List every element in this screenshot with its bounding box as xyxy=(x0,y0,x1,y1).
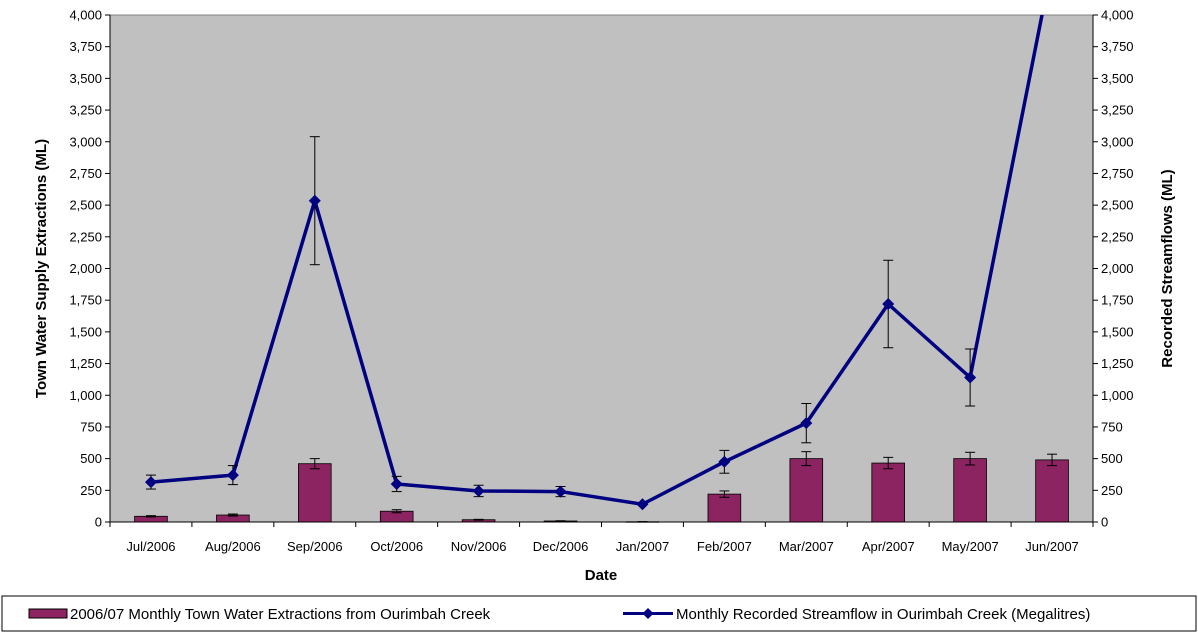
right-tick-label-10: 2,500 xyxy=(1101,198,1134,213)
left-tick-label-15: 3,750 xyxy=(69,39,102,54)
left-tick-label-2: 500 xyxy=(80,451,102,466)
left-tick-label-14: 3,500 xyxy=(69,71,102,86)
left-tick-label-6: 1,500 xyxy=(69,324,102,339)
bar-2 xyxy=(298,464,331,522)
bar-7 xyxy=(708,494,741,522)
x-tick-label-7: Feb/2007 xyxy=(697,539,752,554)
left-tick-label-1: 250 xyxy=(80,483,102,498)
right-tick-label-13: 3,250 xyxy=(1101,103,1134,118)
left-tick-label-16: 4,000 xyxy=(69,8,102,23)
legend-line-label: Monthly Recorded Streamflow in Ourimbah … xyxy=(676,606,1090,623)
legend-bar-swatch xyxy=(29,609,67,618)
right-tick-label-1: 250 xyxy=(1101,483,1123,498)
right-tick-label-5: 1,250 xyxy=(1101,356,1134,371)
x-tick-label-0: Jul/2006 xyxy=(126,539,175,554)
x-axis-title: Date xyxy=(585,567,618,584)
bar-8 xyxy=(790,459,823,522)
bar-11 xyxy=(1036,460,1069,522)
left-tick-label-3: 750 xyxy=(80,419,102,434)
bar-9 xyxy=(872,463,905,522)
right-tick-label-9: 2,250 xyxy=(1101,229,1134,244)
right-tick-label-15: 3,750 xyxy=(1101,39,1134,54)
x-tick-label-3: Oct/2006 xyxy=(370,539,423,554)
legend: 2006/07 Monthly Town Water Extractions f… xyxy=(2,596,1196,631)
x-tick-label-2: Sep/2006 xyxy=(287,539,343,554)
right-tick-label-16: 4,000 xyxy=(1101,8,1134,23)
left-tick-label-11: 2,750 xyxy=(69,166,102,181)
legend-bar-label: 2006/07 Monthly Town Water Extractions f… xyxy=(70,606,491,623)
right-tick-label-12: 3,000 xyxy=(1101,134,1134,149)
right-tick-label-4: 1,000 xyxy=(1101,388,1134,403)
right-axis-title: Recorded Streamflows (ML) xyxy=(1159,169,1176,367)
left-tick-label-13: 3,250 xyxy=(69,103,102,118)
x-tick-label-8: Mar/2007 xyxy=(779,539,834,554)
left-tick-label-10: 2,500 xyxy=(69,198,102,213)
x-tick-label-9: Apr/2007 xyxy=(862,539,915,554)
right-tick-label-14: 3,500 xyxy=(1101,71,1134,86)
right-tick-label-8: 2,000 xyxy=(1101,261,1134,276)
left-tick-label-8: 2,000 xyxy=(69,261,102,276)
x-tick-label-6: Jan/2007 xyxy=(616,539,670,554)
right-tick-label-11: 2,750 xyxy=(1101,166,1134,181)
left-tick-label-5: 1,250 xyxy=(69,356,102,371)
bar-error-5 xyxy=(556,521,566,522)
x-tick-label-1: Aug/2006 xyxy=(205,539,261,554)
left-axis-title: Town Water Supply Extractions (ML) xyxy=(33,139,50,398)
x-tick-label-4: Nov/2006 xyxy=(451,539,507,554)
right-tick-label-7: 1,750 xyxy=(1101,293,1134,308)
bar-error-4 xyxy=(474,519,484,520)
left-tick-label-12: 3,000 xyxy=(69,134,102,149)
right-tick-label-3: 750 xyxy=(1101,419,1123,434)
right-tick-label-6: 1,500 xyxy=(1101,324,1134,339)
x-tick-label-10: May/2007 xyxy=(942,539,999,554)
right-tick-label-2: 500 xyxy=(1101,451,1123,466)
left-tick-label-4: 1,000 xyxy=(69,388,102,403)
left-tick-label-9: 2,250 xyxy=(69,229,102,244)
left-tick-label-0: 0 xyxy=(95,515,102,530)
bar-10 xyxy=(954,459,987,522)
left-tick-label-7: 1,750 xyxy=(69,293,102,308)
x-tick-label-11: Jun/2007 xyxy=(1025,539,1079,554)
x-tick-label-5: Dec/2006 xyxy=(533,539,589,554)
plot-area xyxy=(110,15,1093,522)
right-tick-label-0: 0 xyxy=(1101,515,1108,530)
